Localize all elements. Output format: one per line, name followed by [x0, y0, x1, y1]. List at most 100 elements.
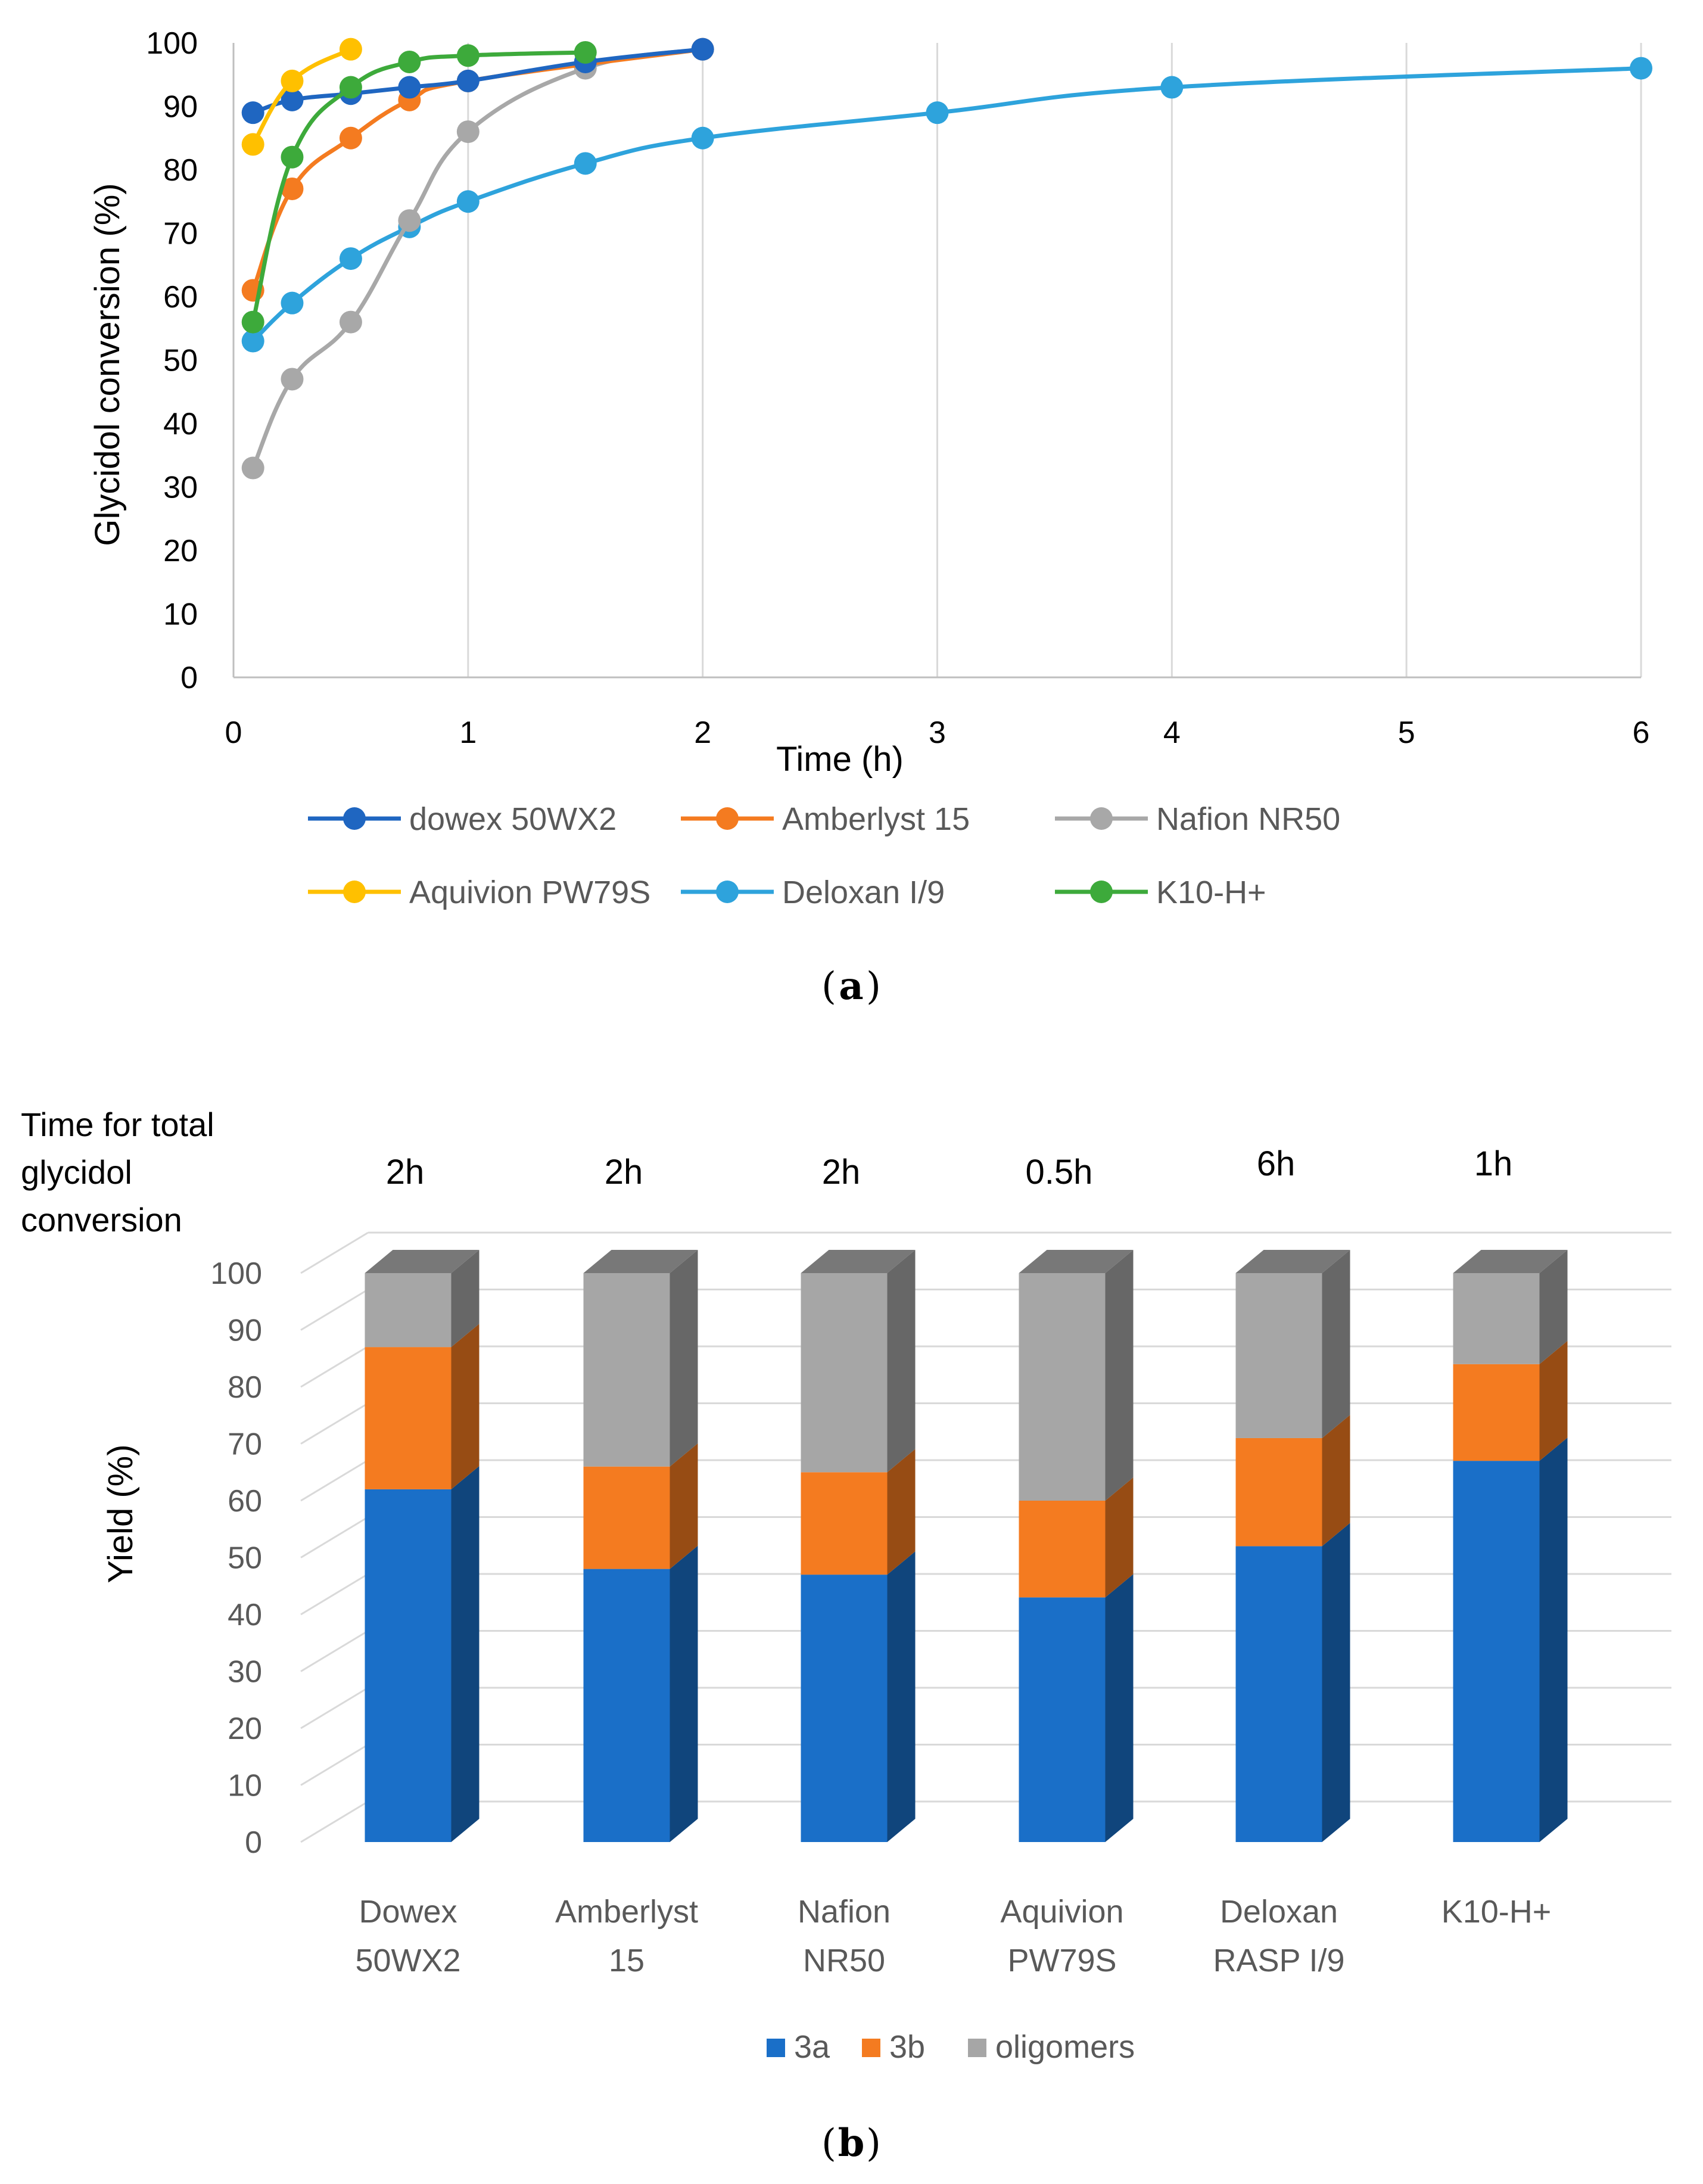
- bar-side-3a: [670, 1545, 698, 1842]
- x-tick-label: 2: [694, 715, 711, 750]
- bar-3b: [1235, 1438, 1322, 1547]
- y-tick-label: 80: [228, 1370, 262, 1405]
- data-point: [456, 120, 480, 144]
- bar-3b: [365, 1347, 452, 1489]
- data-point: [281, 291, 304, 315]
- data-point: [456, 69, 480, 92]
- data-point: [339, 76, 362, 99]
- legend-label: Amberlyst 15: [782, 801, 970, 837]
- y-tick-label: 20: [163, 534, 198, 568]
- x-tick-label: 6: [1633, 715, 1650, 750]
- bar-3a: [801, 1575, 888, 1842]
- legend-marker: [1090, 807, 1113, 830]
- y-tick-label: 90: [163, 90, 198, 125]
- gridline-floor: [300, 1516, 369, 1558]
- category-label: Dowex: [359, 1894, 457, 1930]
- x-tick-label: 0: [225, 715, 242, 750]
- data-point: [339, 247, 362, 270]
- legend-swatch: [767, 2039, 785, 2057]
- bar-oligomers: [801, 1273, 888, 1473]
- category-label: 15: [609, 1943, 645, 1978]
- conversion-time-label: 2h: [605, 1153, 643, 1191]
- caption-b-letter: b: [838, 2121, 865, 2166]
- conversion-time-label: 2h: [822, 1153, 861, 1191]
- bar-oligomers: [1019, 1273, 1106, 1501]
- data-point: [241, 329, 264, 353]
- header-line: glycidol: [21, 1153, 132, 1191]
- data-point: [241, 101, 264, 125]
- gridline-floor: [300, 1402, 369, 1445]
- legend-marker: [716, 881, 739, 903]
- bar-side-3b: [451, 1324, 480, 1489]
- x-tick-label: 3: [929, 715, 946, 750]
- gridline-floor: [300, 1289, 369, 1331]
- y-tick-label: 30: [228, 1655, 262, 1690]
- legend-label: 3b: [889, 2029, 925, 2065]
- bar-top: [1453, 1250, 1568, 1273]
- legend-item-aquivion-pw79s: Aquivion PW79S: [308, 875, 650, 910]
- bar-3a: [365, 1489, 452, 1842]
- legend-label: K10-H+: [1156, 875, 1266, 910]
- category-label: Aquivion: [1000, 1894, 1123, 1930]
- legend-label: oligomers: [995, 2029, 1135, 2065]
- legend-marker: [343, 807, 366, 830]
- y-tick-label: 40: [228, 1598, 262, 1632]
- conversion-time-label: 6h: [1257, 1144, 1296, 1183]
- legend-marker: [1090, 881, 1113, 903]
- data-point: [281, 145, 304, 169]
- bar-side-3b: [1322, 1414, 1350, 1547]
- vertical-gridlines: [467, 43, 1642, 677]
- bar-oligomers: [583, 1273, 670, 1467]
- gridline-floor: [300, 1459, 369, 1502]
- y-tick-label: 60: [163, 280, 198, 315]
- conversion-time-label: 0.5h: [1026, 1153, 1093, 1191]
- svg-text:(: (: [821, 2121, 836, 2166]
- data-point: [281, 368, 304, 391]
- data-point: [339, 310, 362, 334]
- legend-item-oligomers: oligomers: [968, 2029, 1135, 2065]
- data-point: [339, 126, 362, 150]
- bar-top: [1019, 1250, 1134, 1273]
- category-label: PW79S: [1007, 1943, 1116, 1978]
- category-label: 50WX2: [355, 1943, 460, 1978]
- bar-stack-aquivion-pw79s: [1019, 1250, 1134, 1842]
- legend-item-amberlyst-15: Amberlyst 15: [681, 801, 970, 837]
- bar-top: [1235, 1250, 1350, 1273]
- bar-stack-nafion-nr50: [801, 1250, 916, 1842]
- y-tick-label: 0: [180, 661, 198, 695]
- gridline-floor: [300, 1231, 369, 1274]
- bar-3b: [583, 1466, 670, 1569]
- bar-stack-amberlyst-15: [583, 1250, 698, 1842]
- bar-side-3a: [887, 1551, 916, 1842]
- category-label: RASP I/9: [1213, 1943, 1344, 1978]
- bar-side-oligomers: [1539, 1250, 1568, 1364]
- svg-text:): ): [866, 965, 881, 1009]
- data-point: [398, 76, 421, 99]
- bar-side-3b: [670, 1443, 698, 1569]
- data-point: [456, 190, 480, 213]
- bar-3b: [1019, 1501, 1106, 1598]
- y-tick-label: 60: [228, 1484, 262, 1519]
- bar-side-3b: [1539, 1340, 1568, 1461]
- y-tick-label: 0: [245, 1825, 262, 1860]
- y-tick-label: 50: [163, 344, 198, 378]
- bar-side-oligomers: [451, 1250, 480, 1348]
- legend-item-3a: 3a: [767, 2029, 830, 2065]
- bar-oligomers: [1453, 1273, 1540, 1364]
- legend: 3a 3b oligomers: [767, 2029, 1135, 2065]
- bar-side-oligomers: [670, 1250, 698, 1467]
- y-tick-label: 30: [163, 471, 198, 505]
- svg-text:(: (: [821, 965, 836, 1009]
- header-line: conversion: [21, 1201, 182, 1239]
- legend-item-dowex-50wx2: dowex 50WX2: [308, 801, 617, 837]
- y-tick-labels: 0 10 20 30 40 50 60 70 80 90 100: [210, 1256, 262, 1860]
- y-tick-label: 70: [228, 1427, 262, 1462]
- y-tick-label: 20: [228, 1712, 262, 1746]
- legend-item-3b: 3b: [862, 2029, 925, 2065]
- data-point: [241, 456, 264, 480]
- bar-side-3a: [1105, 1574, 1134, 1842]
- conversion-time-label: 1h: [1474, 1144, 1513, 1183]
